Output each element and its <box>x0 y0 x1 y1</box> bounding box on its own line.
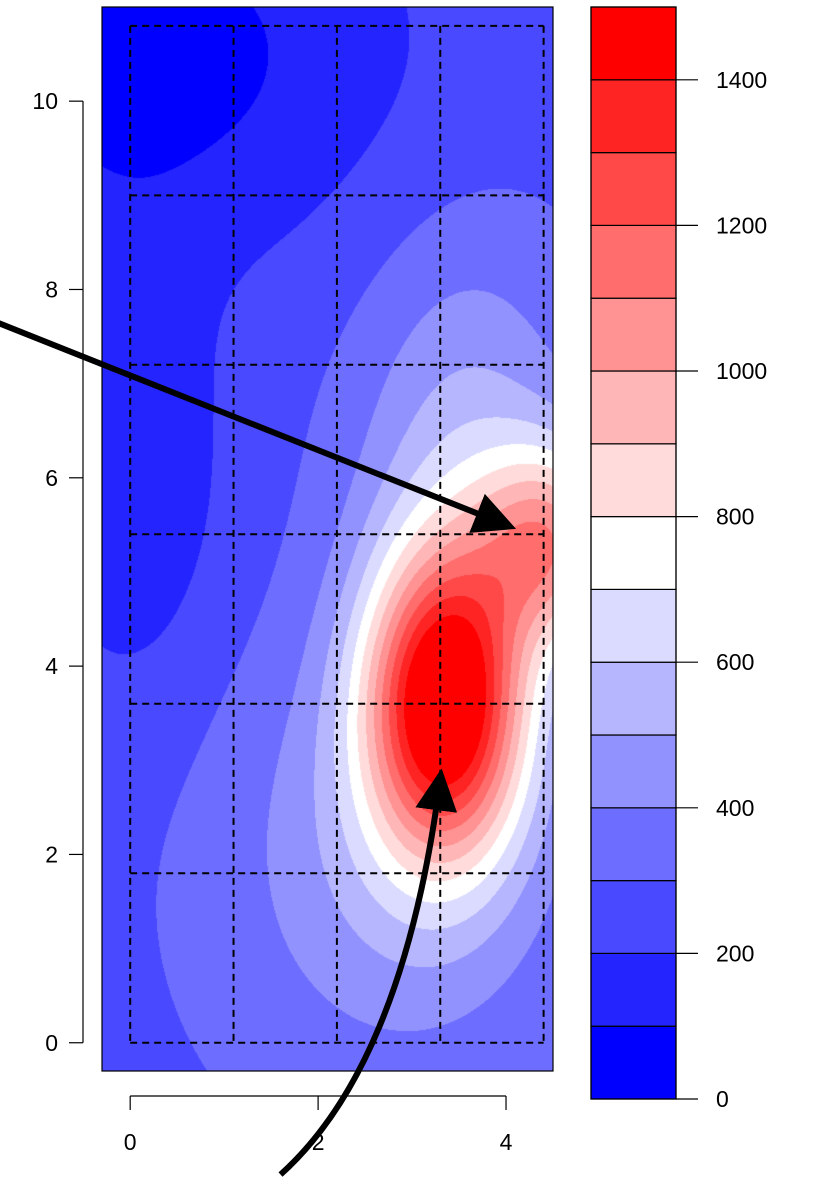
legend-swatch <box>590 297 677 372</box>
legend-swatch <box>590 807 677 882</box>
legend-swatch <box>590 6 677 81</box>
legend-tick-label: 400 <box>716 795 754 821</box>
legend-swatch <box>590 734 677 809</box>
legend-swatch <box>590 1025 677 1100</box>
y-tick-label: 2 <box>45 841 58 867</box>
y-tick-label: 0 <box>45 1030 58 1056</box>
legend-tick-label: 1000 <box>716 358 767 384</box>
y-tick-label: 8 <box>45 276 58 302</box>
legend-swatch <box>590 515 677 590</box>
annotation-arrow <box>0 320 517 533</box>
x-tick-label: 0 <box>124 1129 137 1155</box>
legend-frame <box>590 6 677 1100</box>
x-tick-label: 4 <box>500 1129 513 1155</box>
legend-swatch <box>590 152 677 227</box>
legend-swatch <box>590 879 677 954</box>
y-tick-label: 4 <box>45 653 58 679</box>
annotation-arrow-curved <box>278 768 458 1177</box>
legend-swatch <box>590 370 677 445</box>
legend-tick-label: 800 <box>716 504 754 530</box>
legend-tick-label: 200 <box>716 940 754 966</box>
contour-fill <box>102 7 553 1071</box>
legend-tick-label: 600 <box>716 649 754 675</box>
legend-swatch <box>590 443 677 518</box>
legend-swatch <box>590 661 677 736</box>
annotation-arrows <box>0 320 517 1177</box>
dashed-grid <box>129 24 545 1044</box>
plot-frame <box>101 6 554 1072</box>
legend-swatch <box>590 588 677 663</box>
legend-tick-label: 0 <box>716 1086 729 1112</box>
legend-tick-label: 1200 <box>716 212 767 238</box>
y-tick-label: 10 <box>32 88 58 114</box>
legend-swatch <box>590 79 677 154</box>
contour-fill-image <box>102 7 553 1071</box>
color-legend: 0 200 400 600 800 1000 1200 1400 <box>590 6 767 1112</box>
legend-swatch <box>590 952 677 1027</box>
y-tick-label: 6 <box>45 465 58 491</box>
y-axis: 0 2 4 6 8 10 <box>32 88 84 1056</box>
legend-tick-label: 1400 <box>716 67 767 93</box>
legend-swatch <box>590 224 677 299</box>
